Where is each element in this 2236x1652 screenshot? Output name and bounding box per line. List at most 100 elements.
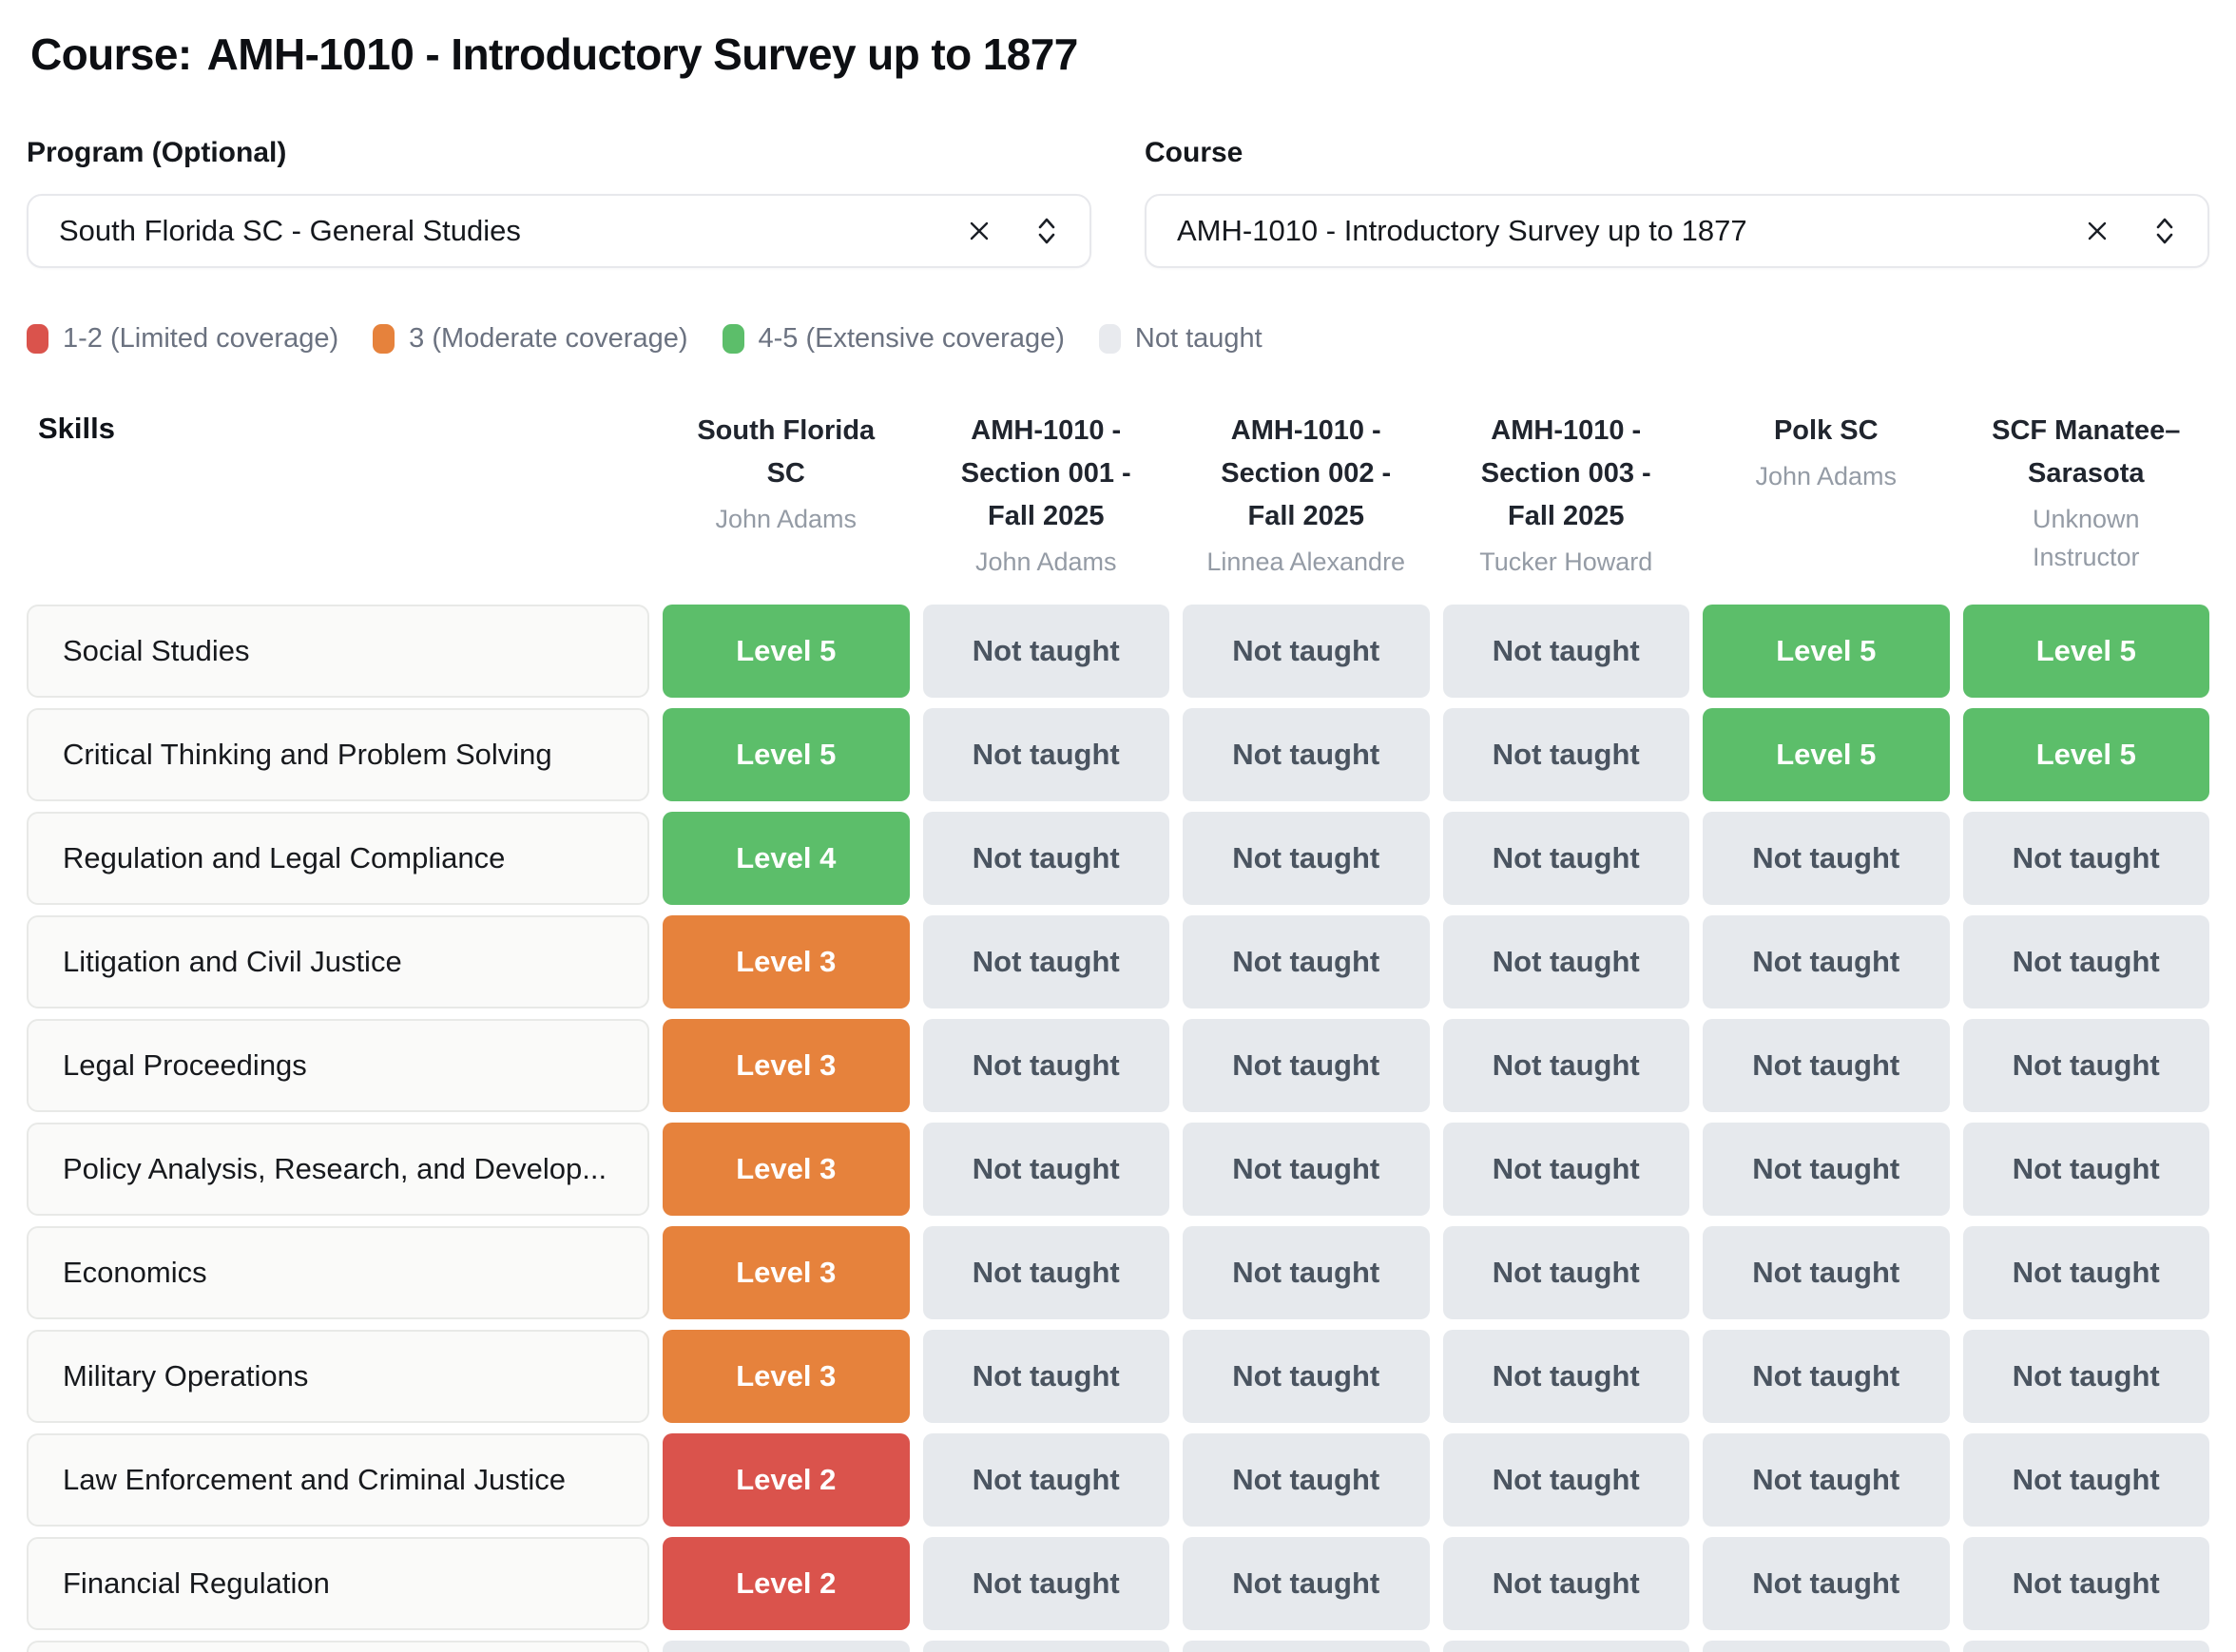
legend-label: 3 (Moderate coverage) <box>409 323 688 354</box>
coverage-cell[interactable]: Not taught <box>922 605 1169 698</box>
coverage-cell[interactable]: Not taught <box>1442 1330 1689 1423</box>
coverage-cell[interactable]: Not taught <box>1703 1123 1950 1216</box>
table-row: Law Enforcement and Criminal Justice Leve… <box>27 1433 2209 1527</box>
coverage-cell[interactable]: Not taught <box>1183 1537 1430 1630</box>
coverage-cell[interactable]: Level 4 <box>663 812 910 905</box>
coverage-cell[interactable]: Not taught <box>1442 1019 1689 1112</box>
program-combobox[interactable]: South Florida SC - General Studies <box>27 194 1091 268</box>
coverage-cell[interactable]: Not taught <box>1962 1433 2209 1527</box>
coverage-cell[interactable] <box>1703 1641 1950 1652</box>
course-skills-page: Course: AMH-1010 - Introductory Survey up… <box>0 29 2236 1652</box>
coverage-cell[interactable]: Not taught <box>1183 1226 1430 1319</box>
clear-icon[interactable] <box>966 218 993 244</box>
filters-bar: Program (Optional) South Florida SC - Ge… <box>27 137 2209 268</box>
legend-item-extensive: 4-5 (Extensive coverage) <box>722 323 1065 355</box>
coverage-cell[interactable]: Not taught <box>1183 915 1430 1008</box>
coverage-cell[interactable]: Not taught <box>1442 1433 1689 1527</box>
coverage-cell[interactable]: Not taught <box>1183 812 1430 905</box>
coverage-cell[interactable]: Level 3 <box>663 1330 910 1423</box>
coverage-cell[interactable]: Not taught <box>922 1330 1169 1423</box>
coverage-cell[interactable]: Level 3 <box>663 1123 910 1216</box>
coverage-cell[interactable]: Not taught <box>1703 1226 1950 1319</box>
coverage-cell[interactable]: Not taught <box>922 1433 1169 1527</box>
table-row: Policy Analysis, Research, and Develop..… <box>27 1123 2209 1216</box>
legend-swatch-none <box>1098 324 1121 354</box>
coverage-cell[interactable]: Level 2 <box>663 1433 910 1527</box>
coverage-cell[interactable] <box>663 1641 910 1652</box>
table-row: Regulation and Legal Compliance Level 4 No… <box>27 812 2209 905</box>
coverage-cell[interactable]: Not taught <box>1962 1019 2209 1112</box>
coverage-cell[interactable]: Not taught <box>1962 915 2209 1008</box>
skill-label: Critical Thinking and Problem Solving <box>27 708 649 801</box>
coverage-cell[interactable]: Level 3 <box>663 915 910 1008</box>
column-name: AMH-1010 - Section 002 - Fall 2025 <box>1221 415 1392 531</box>
coverage-cell[interactable]: Not taught <box>1703 915 1950 1008</box>
table-row: Economics Level 3 Not taught Not taught Not … <box>27 1226 2209 1319</box>
coverage-cell[interactable]: Not taught <box>1442 1123 1689 1216</box>
coverage-cell[interactable]: Not taught <box>1442 812 1689 905</box>
coverage-cell[interactable]: Level 2 <box>663 1537 910 1630</box>
legend-label: 1-2 (Limited coverage) <box>63 323 339 354</box>
coverage-cell[interactable]: Not taught <box>1442 708 1689 801</box>
legend-swatch-extensive <box>722 324 744 354</box>
coverage-cell[interactable]: Not taught <box>1703 812 1950 905</box>
coverage-cell[interactable]: Not taught <box>922 1226 1169 1319</box>
coverage-cell[interactable]: Level 3 <box>663 1226 910 1319</box>
chevron-updown-icon[interactable] <box>1034 215 1059 247</box>
chevron-updown-icon[interactable] <box>2152 215 2177 247</box>
coverage-cell[interactable]: Not taught <box>1962 1226 2209 1319</box>
coverage-cell[interactable]: Not taught <box>1442 915 1689 1008</box>
coverage-cell[interactable]: Not taught <box>1183 1330 1430 1423</box>
coverage-cell[interactable]: Not taught <box>922 708 1169 801</box>
coverage-cell[interactable] <box>922 1641 1169 1652</box>
coverage-cell[interactable]: Not taught <box>1183 708 1430 801</box>
skill-label: Economics <box>27 1226 649 1319</box>
skill-label: Social Studies <box>27 605 649 698</box>
coverage-cell[interactable]: Not taught <box>1183 1433 1430 1527</box>
coverage-cell[interactable]: Not taught <box>922 1123 1169 1216</box>
coverage-cell[interactable]: Not taught <box>1703 1330 1950 1423</box>
table-row: Military Operations Level 3 Not taught Not … <box>27 1330 2209 1423</box>
coverage-cell[interactable]: Level 5 <box>1703 605 1950 698</box>
column-name: Polk SC <box>1773 415 1879 446</box>
coverage-cell[interactable]: Level 5 <box>1703 708 1950 801</box>
coverage-cell[interactable] <box>1183 1641 1430 1652</box>
coverage-cell[interactable]: Level 3 <box>663 1019 910 1112</box>
coverage-cell[interactable]: Not taught <box>1962 1123 2209 1216</box>
coverage-cell[interactable]: Not taught <box>1703 1019 1950 1112</box>
coverage-cell[interactable]: Not taught <box>1962 1537 2209 1630</box>
column-instructor: John Adams <box>1755 462 1898 490</box>
clear-icon[interactable] <box>2084 218 2111 244</box>
page-title-prefix: Course: <box>30 29 192 79</box>
coverage-cell[interactable]: Not taught <box>1183 605 1430 698</box>
column-name: South Florida SC <box>697 415 876 489</box>
coverage-cell[interactable]: Not taught <box>1442 1537 1689 1630</box>
coverage-cell[interactable] <box>1442 1641 1689 1652</box>
column-instructor: Unknown Instructor <box>2032 505 2140 571</box>
coverage-cell[interactable]: Not taught <box>922 812 1169 905</box>
coverage-cell[interactable]: Not taught <box>1703 1537 1950 1630</box>
program-selected-value: South Florida SC - General Studies <box>59 214 521 247</box>
course-label: Course <box>1145 137 1243 168</box>
coverage-cell[interactable]: Not taught <box>1962 812 2209 905</box>
coverage-cell[interactable]: Level 5 <box>1962 708 2209 801</box>
coverage-cell[interactable]: Not taught <box>922 1537 1169 1630</box>
coverage-cell[interactable]: Not taught <box>922 1019 1169 1112</box>
program-combobox-actions <box>966 215 1059 247</box>
coverage-cell[interactable]: Not taught <box>1183 1019 1430 1112</box>
coverage-cell[interactable]: Not taught <box>1442 1226 1689 1319</box>
coverage-cell[interactable]: Not taught <box>1962 1330 2209 1423</box>
coverage-cell[interactable]: Level 5 <box>663 605 910 698</box>
coverage-cell[interactable] <box>1962 1641 2209 1652</box>
coverage-cell[interactable]: Not taught <box>922 915 1169 1008</box>
program-label: Program (Optional) <box>27 137 287 168</box>
coverage-cell[interactable]: Not taught <box>1703 1433 1950 1527</box>
column-instructor: Linnea Alexandre <box>1206 547 1406 576</box>
coverage-cell[interactable]: Level 5 <box>1962 605 2209 698</box>
course-combobox[interactable]: AMH-1010 - Introductory Survey up to 187… <box>1145 194 2209 268</box>
coverage-cell[interactable]: Not taught <box>1442 605 1689 698</box>
coverage-cell[interactable]: Not taught <box>1183 1123 1430 1216</box>
column-header-3: AMH-1010 - Section 002 - Fall 2025 Linnea… <box>1183 410 1430 581</box>
page-title-course: AMH-1010 - Introductory Survey up to 187… <box>206 29 1079 79</box>
coverage-cell[interactable]: Level 5 <box>663 708 910 801</box>
